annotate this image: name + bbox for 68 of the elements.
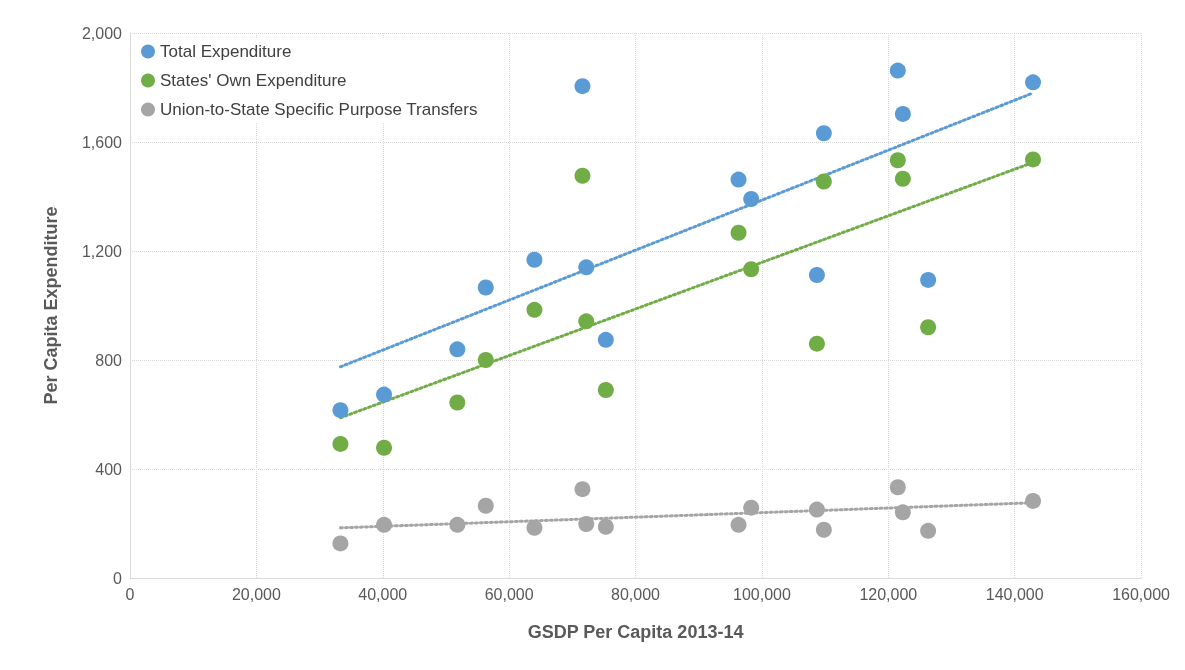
point: [526, 301, 543, 318]
point: [743, 499, 760, 516]
point: [730, 516, 747, 533]
point: [574, 167, 591, 184]
point: [920, 522, 937, 539]
x-tick-label: 80,000: [611, 585, 661, 603]
x-tick-label: 20,000: [231, 585, 281, 603]
y-tick-label: 400: [95, 460, 123, 478]
point: [808, 501, 825, 518]
legend-label: Union-to-State Specific Purpose Transfers: [160, 100, 478, 119]
y-axis-title: Per Capita Expenditure: [41, 206, 61, 405]
point: [894, 105, 911, 122]
x-tick-label: 40,000: [358, 585, 408, 603]
point: [889, 152, 906, 169]
point: [730, 224, 747, 241]
point: [578, 313, 595, 330]
point: [889, 62, 906, 79]
point: [449, 341, 466, 358]
y-tick-label: 800: [95, 351, 123, 369]
point: [808, 335, 825, 352]
x-tick-label: 0: [125, 585, 135, 603]
point: [578, 516, 595, 533]
point: [578, 259, 595, 276]
y-tick-label: 2,000: [81, 24, 123, 42]
point: [332, 435, 349, 452]
point: [1025, 492, 1042, 509]
point: [376, 516, 393, 533]
point: [597, 381, 614, 398]
point: [743, 190, 760, 207]
point: [526, 519, 543, 536]
y-tick-label: 1,600: [81, 133, 123, 151]
point: [477, 497, 494, 514]
point: [332, 535, 349, 552]
point: [815, 173, 832, 190]
point: [574, 481, 591, 498]
point: [449, 394, 466, 411]
point: [597, 518, 614, 535]
point: [815, 125, 832, 142]
point: [730, 171, 747, 188]
legend-label: States' Own Expenditure: [160, 71, 347, 90]
point: [376, 386, 393, 403]
point: [743, 261, 760, 278]
point: [1025, 74, 1042, 91]
point: [477, 279, 494, 296]
point: [449, 516, 466, 533]
y-tick-label: 0: [113, 569, 123, 587]
y-tick-label: 1,200: [81, 242, 123, 260]
x-tick-label: 120,000: [859, 585, 918, 603]
point: [920, 319, 937, 336]
x-tick-label: 160,000: [1112, 585, 1171, 603]
point: [332, 402, 349, 419]
point: [1025, 151, 1042, 168]
point: [597, 331, 614, 348]
point: [808, 266, 825, 283]
point: [376, 439, 393, 456]
point: [894, 504, 911, 521]
point: [574, 78, 591, 95]
point: [889, 479, 906, 496]
x-tick-label: 60,000: [484, 585, 534, 603]
legend-label: Total Expenditure: [160, 42, 292, 61]
point: [894, 170, 911, 187]
point: [477, 352, 494, 368]
point: [526, 251, 543, 268]
x-tick-label: 100,000: [733, 585, 791, 603]
point: [920, 271, 937, 288]
x-tick-label: 140,000: [985, 585, 1044, 603]
x-axis-title: GSDP Per Capita 2013-14: [527, 622, 744, 642]
point: [815, 521, 832, 538]
